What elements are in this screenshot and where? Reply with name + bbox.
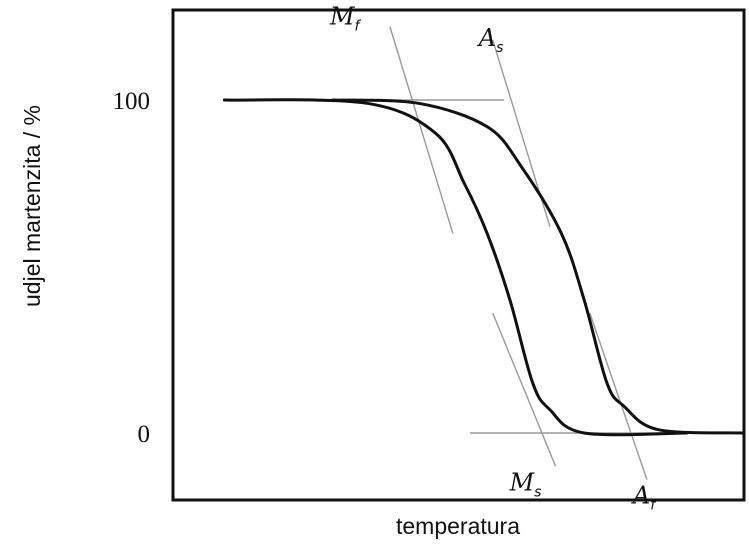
annotation-Af: Af xyxy=(631,482,657,514)
y-axis-title: udjel martenzita / % xyxy=(19,105,45,307)
y-ticks: 100 0 xyxy=(113,88,151,448)
reference-lines xyxy=(224,99,744,434)
tangent-line-Mf xyxy=(389,26,454,234)
plot-frame xyxy=(171,8,746,502)
annotation-Ms: Ms xyxy=(509,468,542,500)
annotation-As: As xyxy=(477,24,504,56)
curve-cooling xyxy=(222,98,689,437)
tangent-line-Af xyxy=(589,312,648,480)
y-tick-label-0: 0 xyxy=(138,421,151,448)
y-tick-label-100: 100 xyxy=(113,88,151,115)
tangent-lines xyxy=(389,26,648,480)
curves xyxy=(222,98,746,437)
tangent-line-Ms xyxy=(492,312,557,467)
annotation-Mf: Mf xyxy=(329,3,362,35)
x-axis-title: temperatura xyxy=(396,513,520,539)
curve-heating xyxy=(331,98,746,435)
annotations: Mf As Ms Af xyxy=(329,3,657,514)
